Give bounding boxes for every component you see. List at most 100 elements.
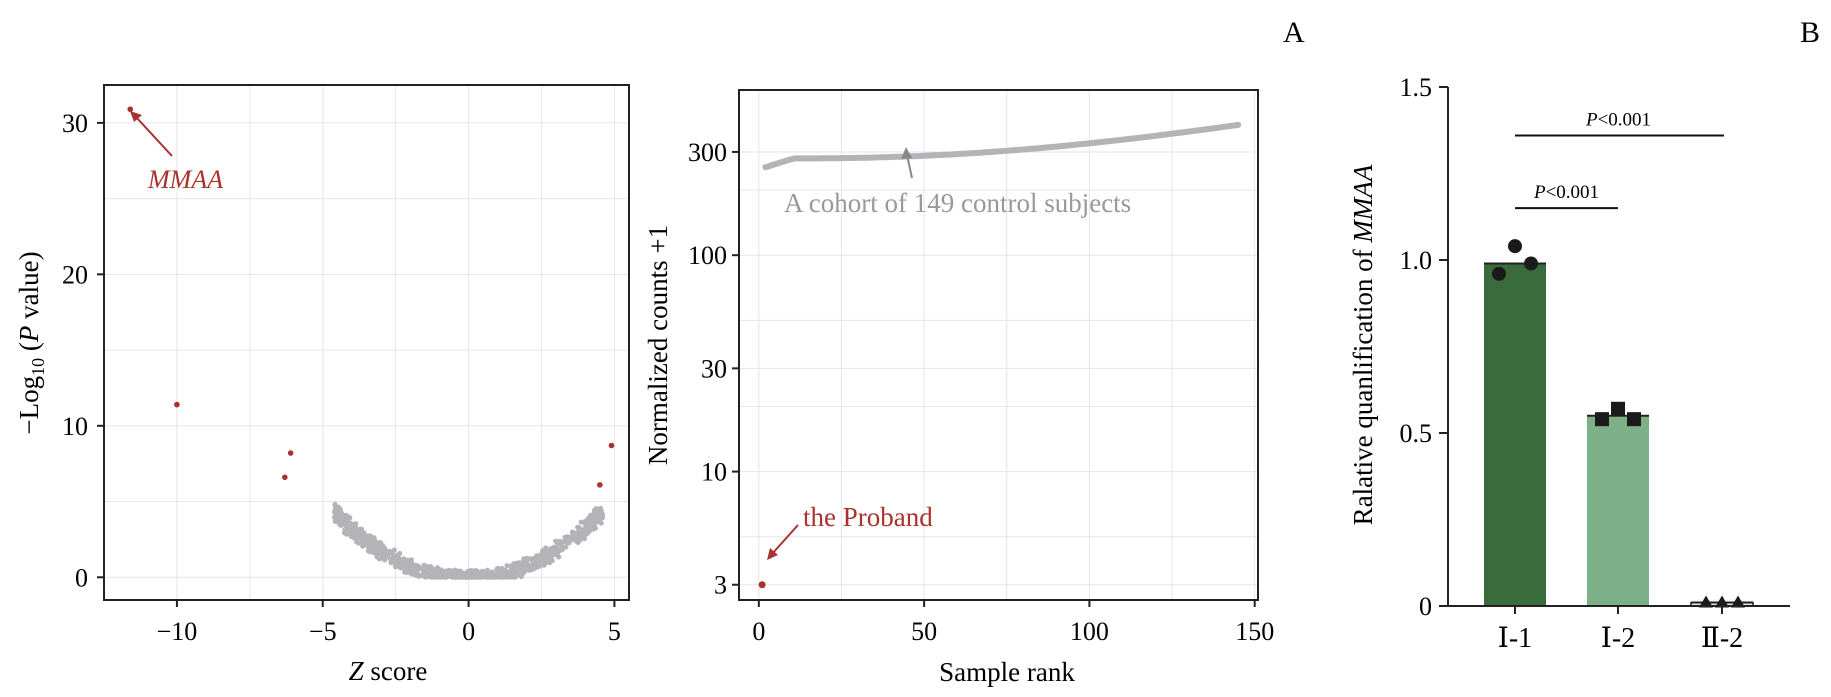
volcano-xlabel: Z score [349, 656, 428, 686]
counts-ytick-label: 300 [688, 138, 727, 167]
gene-point [548, 554, 554, 560]
gene-point [514, 565, 521, 571]
gene-point [574, 537, 580, 543]
replicate-marker [1492, 266, 1506, 281]
panel-label-b: B [1800, 16, 1820, 49]
gene-point [505, 569, 512, 576]
replicate-marker [1627, 412, 1641, 427]
replicate-marker [1595, 412, 1609, 427]
volcano-xtick-label: −10 [157, 617, 198, 646]
gene-point [449, 568, 455, 574]
qpcr-ytick-label: 1.5 [1400, 73, 1433, 102]
qpcr-bar-chart: P<0.001 P<0.001 Ⅰ-1 Ⅰ-2 Ⅱ-2 0 0.5 1.0 1.5 Ralat… [1348, 73, 1790, 654]
counts-xtick-label: 100 [1070, 617, 1109, 646]
gene-point [585, 522, 591, 528]
proband-point [758, 581, 766, 589]
qpcr-category-label: Ⅰ-2 [1601, 623, 1635, 654]
gene-point [418, 566, 424, 572]
gene-point [332, 501, 338, 507]
gene-point [397, 550, 403, 557]
volcano-ytick-label: 0 [75, 563, 88, 592]
gene-point [456, 572, 463, 579]
volcano-ytick-label: 30 [62, 109, 88, 138]
highlight-gene-point [174, 401, 180, 408]
replicate-marker [1508, 239, 1522, 254]
volcano-grid [104, 85, 629, 600]
volcano-xtick-label: 0 [462, 617, 475, 646]
counts-ticks: 0 50 100 150 3 10 30 100 300 [688, 138, 1274, 646]
highlight-gene-point [608, 442, 615, 449]
gene-point [597, 505, 604, 511]
gene-point [530, 561, 536, 568]
gene-point [436, 570, 442, 576]
counts-xtick-label: 150 [1235, 617, 1274, 646]
gene-point [348, 526, 354, 532]
gene-point [347, 530, 353, 536]
replicate-marker [1699, 595, 1713, 608]
gene-point [420, 572, 426, 578]
qpcr-ylabel: Ralative quanlification of MMAA [1348, 164, 1378, 525]
cohort-arrow [906, 154, 913, 179]
gene-point [576, 525, 582, 531]
gene-point [590, 526, 596, 532]
replicate-marker [1611, 401, 1625, 416]
gene-point [593, 506, 599, 512]
counts-xtick-label: 0 [752, 617, 765, 646]
gene-point [393, 559, 399, 565]
gene-point [524, 555, 530, 561]
replicate-marker [1715, 595, 1729, 608]
mmaa-annotation: MMAA [147, 165, 223, 194]
gene-point [405, 557, 411, 563]
gene-point [346, 519, 352, 526]
gene-point [510, 569, 517, 575]
volcano-points [127, 106, 615, 580]
gene-point [511, 561, 517, 567]
gene-point [541, 547, 548, 553]
qpcr-ticks: Ⅰ-1 Ⅰ-2 Ⅱ-2 0 0.5 1.0 1.5 [1400, 73, 1744, 654]
counts-ylabel: Normalized counts +1 [643, 225, 673, 465]
proband-arrow [771, 524, 799, 555]
cohort-arrowhead [901, 147, 912, 159]
gene-point [371, 535, 377, 541]
qpcr-category-label: Ⅰ-1 [1498, 623, 1532, 654]
volcano-ylabel: −Log10 (P value) [14, 251, 48, 434]
counts-ytick-label: 10 [701, 458, 727, 487]
gene-point [436, 574, 442, 580]
gene-point [500, 570, 506, 576]
gene-point [407, 561, 413, 567]
gene-point [519, 566, 525, 572]
gene-point [536, 563, 542, 569]
gene-point [381, 555, 387, 561]
gene-point [371, 542, 377, 548]
gene-point [445, 574, 451, 580]
gene-point [584, 531, 590, 537]
counts-frame [738, 89, 1259, 601]
gene-point [388, 560, 394, 566]
counts-plot: 0 50 100 150 3 10 30 100 300 A cohort of 149 con… [643, 89, 1274, 687]
replicate-marker [1731, 595, 1745, 608]
gene-point [557, 547, 563, 553]
counts-ytick-label: 100 [688, 241, 727, 270]
volcano-xtick-label: 5 [608, 617, 621, 646]
gene-point [600, 514, 606, 521]
gene-point [461, 573, 467, 579]
gene-point [484, 567, 490, 573]
gene-point [537, 554, 543, 561]
gene-point [426, 569, 432, 575]
volcano-xtick-label: −5 [309, 617, 337, 646]
gene-point [391, 547, 397, 553]
counts-xlabel: Sample rank [939, 657, 1075, 687]
counts-ytick-label: 30 [701, 354, 727, 383]
gene-point [377, 539, 383, 546]
gene-point [412, 562, 418, 568]
gene-point [347, 515, 353, 521]
gene-point [343, 512, 349, 518]
counts-xtick-label: 50 [911, 617, 937, 646]
gene-point [520, 570, 526, 577]
gene-point [564, 538, 570, 545]
volcano-ytick-label: 10 [62, 412, 88, 441]
mmaa-arrow [135, 116, 173, 157]
gene-point [440, 573, 446, 579]
gene-point [362, 537, 368, 543]
